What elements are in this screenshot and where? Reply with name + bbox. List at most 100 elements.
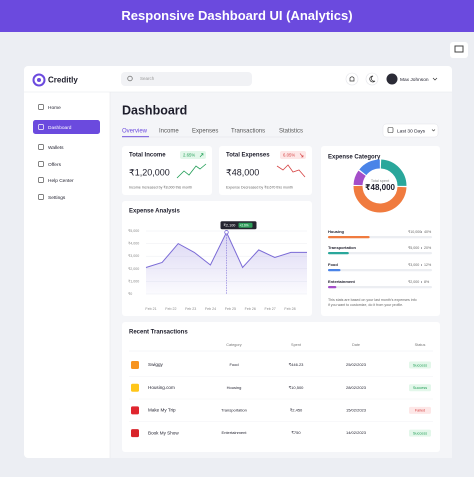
sidebar-item-active[interactable] (33, 120, 100, 134)
x-tick-label: Feb 24 (205, 307, 216, 311)
category-footnote: This stats are based on your last month'… (328, 298, 417, 307)
category: Entertainment (222, 430, 248, 435)
merchant-logo (131, 361, 139, 369)
page-title: Dashboard (122, 103, 187, 117)
user-name[interactable]: Max Johnson (400, 77, 429, 83)
sidebar-item[interactable]: Home (48, 105, 61, 111)
transactions-table: Category Spent Date Status Swiggy Food ₹446.23… (129, 343, 433, 438)
change-value: 6.05% (283, 153, 295, 158)
bell-icon (349, 76, 355, 82)
separator: • (421, 230, 423, 234)
search-placeholder: Search (140, 76, 155, 81)
donut-center-label: Total spent (371, 179, 390, 183)
spent: ₹750 (291, 430, 301, 435)
search-box[interactable] (121, 72, 252, 86)
notifications-button[interactable] (345, 72, 359, 86)
x-tick-label: Feb 25 (225, 307, 236, 311)
sidebar-item[interactable]: Settings (48, 195, 66, 201)
separator: • (421, 246, 423, 250)
summary-cards: Total Income 2.65% ₹1,20,000 Income Increas… (122, 146, 312, 195)
category-amount: ₹5,000 (408, 246, 419, 250)
change-badge (180, 151, 206, 159)
category-name: Transportation (328, 245, 357, 250)
separator: • (421, 280, 423, 284)
banner (0, 0, 474, 32)
transactions-card (122, 322, 440, 452)
card-title: Total Income (129, 153, 166, 159)
y-tick-label: ₹2,000 (128, 267, 139, 271)
merchant-name: Make My Trip (148, 408, 176, 413)
x-tick-label: Feb 26 (245, 307, 256, 311)
moon-icon (369, 75, 376, 83)
status: Success (413, 431, 427, 435)
progress-track (328, 286, 432, 289)
logo-icon (32, 73, 46, 87)
search-icon (127, 75, 133, 82)
category: Housing (227, 385, 242, 390)
date: 15/02/2023 (346, 407, 367, 412)
expense-category-card (321, 146, 440, 316)
spent: ₹10,500 (289, 385, 305, 390)
y-tick-label: ₹4,000 (128, 242, 139, 246)
tab[interactable]: Expenses (192, 129, 218, 135)
change-badge (280, 151, 306, 159)
spent: ₹446.23 (289, 362, 305, 367)
expense-analysis-title: Expense Analysis (129, 209, 180, 215)
tab-underline (122, 136, 149, 138)
user-menu-chevron[interactable] (432, 77, 438, 81)
x-tick-label: Feb 28 (284, 307, 295, 311)
tab[interactable]: Transactions (231, 129, 265, 135)
progress-bar (328, 236, 370, 239)
column-header: Category (226, 343, 242, 347)
device-toggle[interactable] (450, 42, 468, 58)
logo-dot (37, 78, 41, 82)
status-badge (409, 361, 431, 369)
sidebar-icon (38, 161, 44, 167)
tab[interactable]: Overview (122, 129, 148, 135)
merchant-logo (131, 383, 139, 392)
change-value: 2.65% (183, 153, 195, 158)
date-filter-label[interactable]: Last 30 Days (397, 128, 426, 134)
progress-track (328, 269, 432, 272)
status: Failed (415, 409, 425, 413)
card-value: ₹1,20,000 (129, 167, 170, 177)
status-badge (409, 384, 431, 392)
theme-button[interactable] (365, 72, 379, 86)
logo-text: Creditly (48, 76, 78, 85)
sidebar-icon (38, 104, 44, 110)
progress-bar (328, 286, 337, 289)
donut-segment (353, 159, 407, 213)
category-name: Food (328, 262, 338, 267)
tooltip-badge (238, 222, 253, 228)
merchant-name: Book My Show (148, 430, 179, 435)
calendar-icon (387, 127, 394, 133)
category: Transportation (221, 407, 247, 412)
sidebar-icon (38, 177, 44, 183)
sidebar-icon (38, 144, 44, 150)
card-value: ₹48,000 (226, 167, 259, 177)
sidebar-item[interactable]: Help Center (48, 178, 74, 184)
merchant-logo (131, 429, 139, 438)
tab[interactable]: Statistics (279, 129, 303, 135)
date-filter[interactable] (382, 123, 439, 138)
sidebar-item[interactable]: Dashboard (48, 125, 72, 131)
banner-title: Responsive Dashboard UI (Analytics) (121, 8, 352, 23)
x-tick-label: Feb 23 (185, 307, 196, 311)
y-tick-label: ₹0 (128, 292, 132, 296)
x-tick-label: Feb 27 (265, 307, 276, 311)
hover-point (224, 230, 229, 235)
sidebar-item[interactable]: Wallets (48, 145, 64, 151)
category-name: Entertainment (328, 279, 356, 284)
donut-ring (353, 159, 407, 213)
avatar[interactable] (386, 73, 398, 85)
change-arrow (299, 153, 304, 158)
sidebar-item[interactable]: Offers (48, 162, 62, 168)
change-arrow (199, 153, 204, 158)
separator: • (421, 263, 423, 267)
tab[interactable]: Income (159, 129, 179, 135)
tabs: Overview Income Expenses Transactions Statis… (122, 129, 303, 138)
status-badge (409, 429, 431, 437)
y-tick-label: ₹1,000 (128, 279, 139, 283)
line-chart: ₹5,000 ₹4,000 ₹3,000 ₹2,000 ₹1,000 ₹0 ₹2,100 +2… (128, 221, 307, 311)
